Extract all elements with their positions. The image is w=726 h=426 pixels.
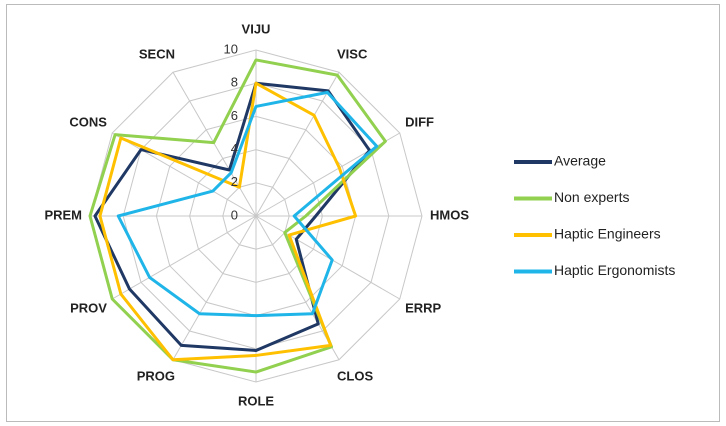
chart-border [6,4,720,422]
r-tick-label: 6 [231,108,238,123]
spoke [255,215,401,300]
category-label: PROV [70,300,107,315]
legend-label: Average [554,153,606,169]
r-tick-label: 8 [231,75,238,90]
category-label: CONS [69,114,107,129]
spoke [255,215,340,361]
spoke [111,132,257,217]
r-tick-label: 10 [224,41,238,56]
series-line [98,81,358,362]
category-label: VISC [337,46,368,61]
spoke [172,215,257,361]
category-label: ERRP [405,300,441,315]
category-label: SECN [139,46,175,61]
category-label: ROLE [238,393,274,408]
category-label: HMOS [430,207,469,222]
category-label: CLOS [337,369,373,384]
r-tick-label: 0 [231,207,238,222]
series-line [116,90,379,318]
series-line [88,58,387,374]
spoke [172,71,257,217]
spoke [111,215,257,300]
legend-label: Haptic Ergonomists [554,262,675,278]
category-label: VIJU [242,21,271,36]
spoke [255,71,340,217]
category-label: DIFF [405,114,434,129]
category-label: PREM [44,207,82,222]
legend-label: Haptic Engineers [554,226,661,242]
category-label: PROG [137,369,175,384]
r-tick-label: 4 [231,141,238,156]
r-tick-label: 2 [231,174,238,189]
legend-label: Non experts [554,189,629,205]
